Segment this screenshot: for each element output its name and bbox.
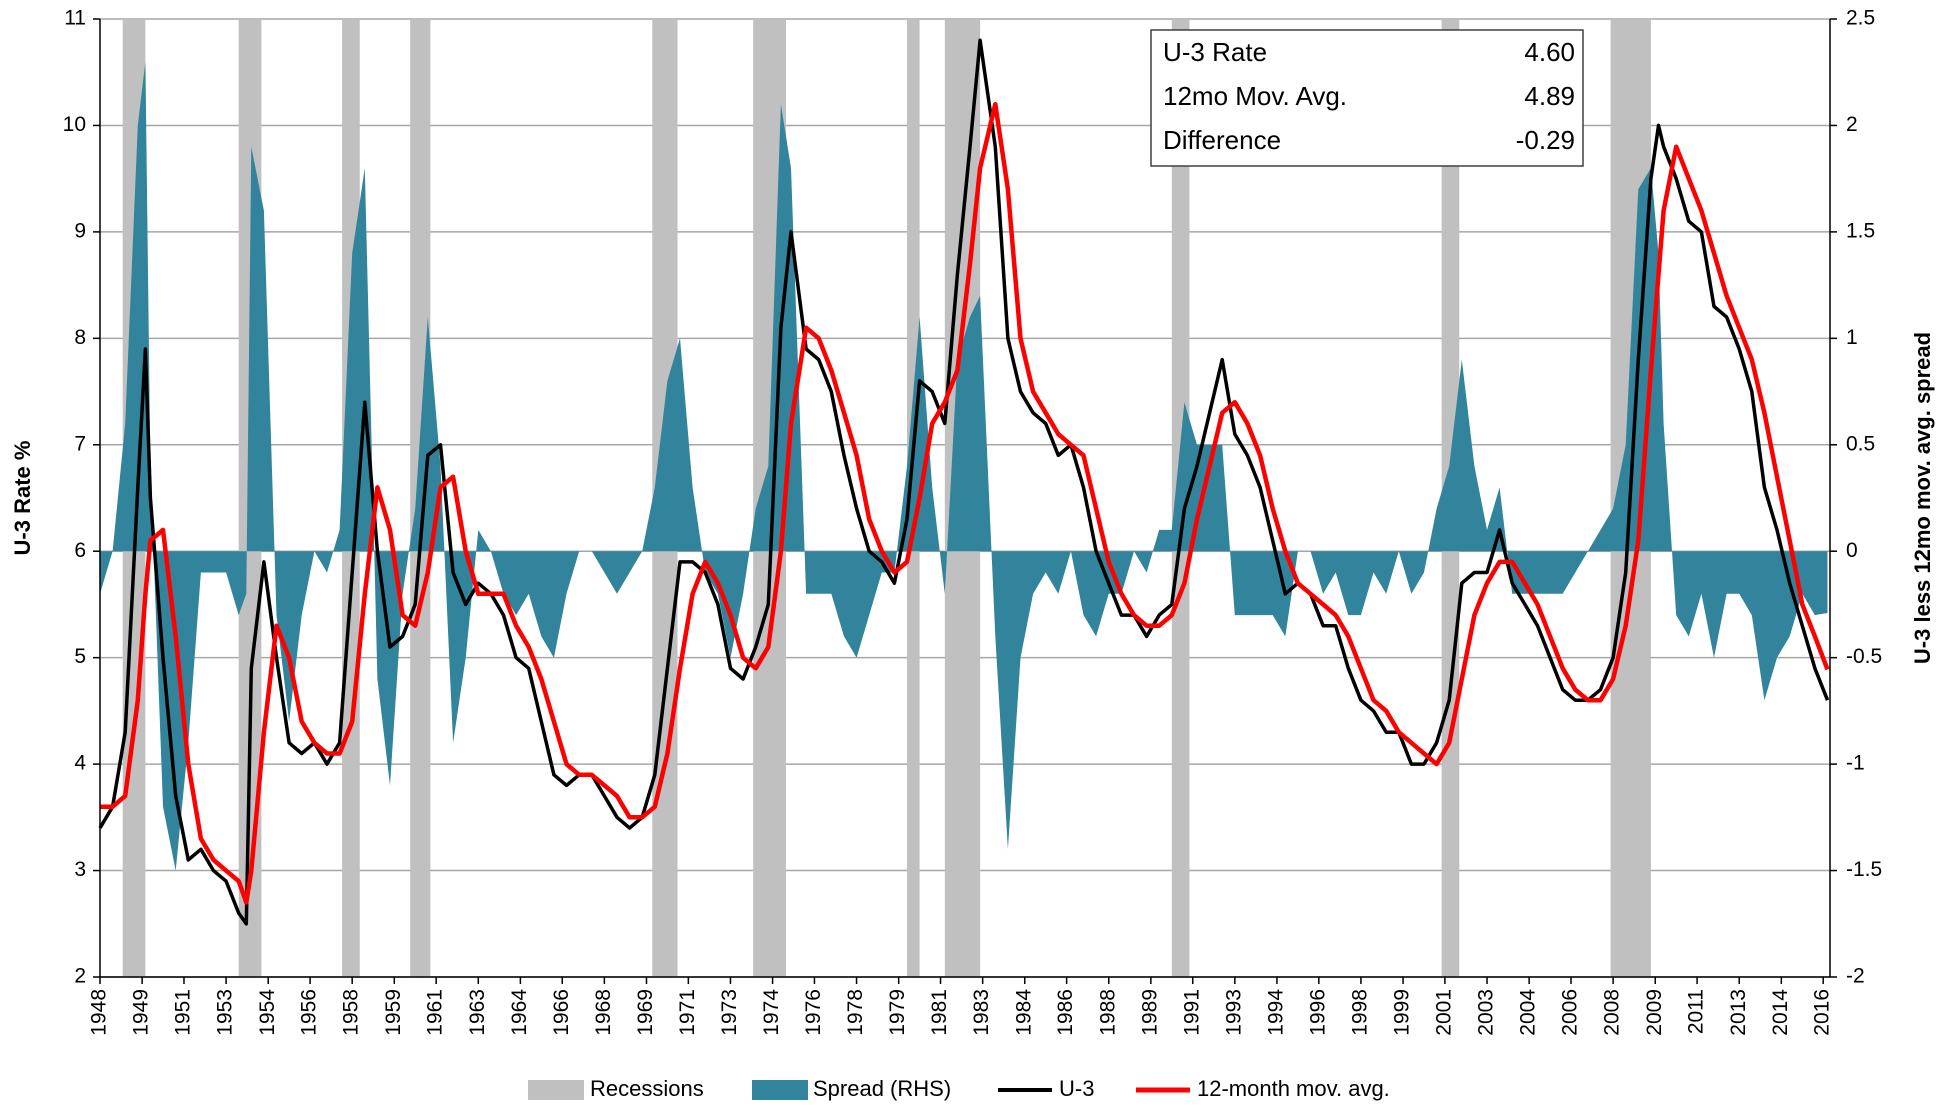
x-tick-label: 1998 bbox=[1348, 989, 1371, 1036]
summary-label: Difference bbox=[1163, 125, 1281, 155]
x-tick-label: 1974 bbox=[760, 989, 783, 1036]
x-tick-label: 2006 bbox=[1559, 989, 1582, 1036]
legend-swatch bbox=[528, 1080, 584, 1100]
y-axis-title: U-3 Rate % bbox=[10, 441, 35, 556]
x-tick-label: 1989 bbox=[1138, 989, 1161, 1036]
x-tick-label: 1954 bbox=[256, 989, 279, 1036]
y2-tick-label: -1 bbox=[1846, 752, 1865, 775]
x-tick-label: 2016 bbox=[1811, 989, 1834, 1036]
y-tick-label: 9 bbox=[74, 219, 86, 242]
y2-tick-label: -2 bbox=[1846, 965, 1865, 988]
x-tick-label: 1948 bbox=[88, 989, 111, 1036]
x-tick-label: 1981 bbox=[928, 989, 951, 1036]
summary-box bbox=[1150, 29, 1584, 167]
x-tick-label: 1973 bbox=[718, 989, 741, 1036]
y2-tick-label: 1.5 bbox=[1846, 219, 1875, 242]
x-tick-label: 1983 bbox=[970, 989, 993, 1036]
x-tick-label: 1986 bbox=[1054, 989, 1077, 1036]
y2-tick-label: 0 bbox=[1846, 539, 1858, 562]
x-tick-label: 1949 bbox=[130, 989, 153, 1036]
x-tick-label: 2008 bbox=[1601, 989, 1624, 1036]
x-tick-label: 1953 bbox=[214, 989, 237, 1036]
summary-label: U-3 Rate bbox=[1163, 37, 1267, 67]
x-tick-label: 2003 bbox=[1475, 989, 1498, 1036]
y-tick-label: 11 bbox=[64, 7, 86, 30]
x-tick-label: 1988 bbox=[1096, 989, 1119, 1036]
x-tick-label: 2004 bbox=[1517, 989, 1540, 1036]
y2-tick-label: 2 bbox=[1846, 113, 1858, 136]
x-tick-label: 2013 bbox=[1727, 989, 1750, 1036]
y-tick-label: 5 bbox=[74, 645, 86, 668]
legend-swatch bbox=[752, 1080, 808, 1100]
summary-label: 12mo Mov. Avg. bbox=[1163, 81, 1347, 111]
series-line bbox=[98, 38, 1830, 926]
x-tick-label: 2001 bbox=[1432, 989, 1455, 1036]
y-tick-label: 3 bbox=[74, 858, 86, 881]
x-tick-label: 1994 bbox=[1265, 989, 1288, 1036]
summary-value: 4.89 bbox=[1524, 81, 1575, 111]
legend-label: 12-month mov. avg. bbox=[1197, 1076, 1390, 1101]
x-tick-label: 1961 bbox=[424, 989, 447, 1036]
x-tick-label: 1969 bbox=[634, 989, 657, 1036]
x-tick-label: 1993 bbox=[1222, 989, 1245, 1036]
x-tick-label: 2009 bbox=[1643, 989, 1666, 1036]
y2-tick-label: 0.5 bbox=[1846, 432, 1875, 455]
y-tick-label: 2 bbox=[74, 965, 86, 988]
x-tick-label: 2011 bbox=[1685, 989, 1708, 1034]
y-tick-label: 8 bbox=[74, 326, 86, 349]
x-tick-label: 1951 bbox=[172, 989, 195, 1036]
y2-axis-title: U-3 less 12mo mov. avg. spread bbox=[1910, 332, 1935, 664]
summary-value: 4.60 bbox=[1524, 37, 1575, 67]
x-tick-label: 1968 bbox=[592, 989, 615, 1036]
x-tick-label: 1958 bbox=[340, 989, 363, 1036]
y-tick-label: 7 bbox=[74, 432, 86, 455]
spread-area bbox=[100, 61, 1828, 871]
x-tick-label: 1966 bbox=[550, 989, 573, 1036]
x-tick-label: 1984 bbox=[1012, 989, 1035, 1036]
x-tick-label: 2014 bbox=[1769, 989, 1792, 1036]
legend-label: Spread (RHS) bbox=[813, 1076, 951, 1101]
x-tick-label: 1999 bbox=[1391, 989, 1414, 1036]
y2-tick-label: 2.5 bbox=[1846, 7, 1875, 30]
series-line bbox=[100, 101, 1830, 905]
y-tick-label: 10 bbox=[63, 113, 86, 136]
x-tick-label: 1996 bbox=[1306, 989, 1329, 1036]
x-tick-label: 1956 bbox=[298, 989, 321, 1036]
x-tick-label: 1978 bbox=[844, 989, 867, 1036]
legend-label: U-3 bbox=[1059, 1076, 1094, 1101]
x-tick-label: 1964 bbox=[508, 989, 531, 1036]
x-tick-label: 1959 bbox=[382, 989, 405, 1036]
x-tick-label: 1971 bbox=[676, 989, 699, 1036]
x-tick-label: 1991 bbox=[1180, 989, 1203, 1036]
x-tick-label: 1976 bbox=[802, 989, 825, 1036]
x-tick-label: 1963 bbox=[466, 989, 489, 1036]
y2-tick-label: -1.5 bbox=[1846, 858, 1882, 881]
x-tick-label: 1979 bbox=[886, 989, 909, 1036]
y2-tick-label: 1 bbox=[1846, 326, 1858, 349]
legend-label: Recessions bbox=[590, 1076, 704, 1101]
y-tick-label: 4 bbox=[74, 752, 86, 775]
y-tick-label: 6 bbox=[74, 539, 86, 562]
y2-tick-label: -0.5 bbox=[1846, 645, 1882, 668]
summary-value: -0.29 bbox=[1516, 125, 1575, 155]
